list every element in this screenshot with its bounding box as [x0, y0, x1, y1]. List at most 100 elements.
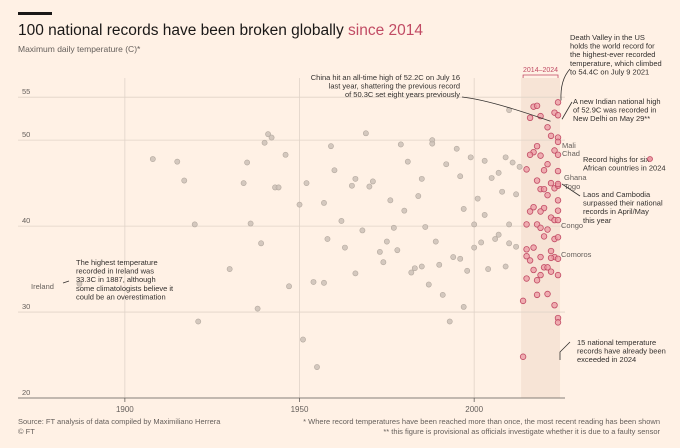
data-point-historic [181, 177, 188, 184]
y-tick-label: 50 [22, 130, 30, 139]
data-point-historic [446, 318, 453, 325]
data-point-recent [537, 271, 544, 279]
data-point-recent [537, 253, 544, 261]
data-point-historic [149, 156, 156, 162]
data-point-recent [544, 161, 551, 168]
data-point-historic [394, 247, 401, 254]
data-point-recent [526, 208, 534, 215]
data-point-historic [418, 263, 425, 270]
period-label: 2014–2024 [523, 67, 558, 74]
data-point-recent [533, 102, 541, 109]
data-point-recent [537, 208, 544, 215]
data-point-historic [191, 221, 198, 228]
data-point-historic [296, 201, 303, 208]
data-point-historic [408, 269, 415, 276]
data-point-historic [314, 364, 320, 370]
data-point-recent [526, 114, 534, 122]
data-point-historic [380, 259, 387, 266]
data-point-historic [247, 220, 254, 227]
data-point-recent [526, 151, 534, 158]
data-point-historic [387, 197, 394, 204]
data-point-historic [254, 305, 261, 312]
data-point-historic [401, 207, 408, 214]
data-point-historic [513, 243, 519, 250]
source-note: Source: FT analysis of data compiled by … [18, 417, 221, 426]
data-point-recent [547, 254, 555, 262]
data-point-historic [415, 193, 422, 199]
headline-main: 100 national records have been broken gl… [18, 22, 349, 39]
data-point-recent [554, 180, 562, 188]
data-point-historic [488, 175, 495, 181]
data-point-recent [554, 167, 562, 175]
laos-leader [561, 183, 581, 197]
data-point-historic [338, 218, 345, 224]
data-point-historic [226, 266, 233, 272]
point-label-togo: Togo [564, 182, 580, 191]
laos-annotation-line: Laos and Cambodia [583, 190, 651, 199]
data-point-historic [303, 180, 310, 187]
data-point-recent [554, 99, 562, 106]
data-point-historic [460, 303, 467, 310]
data-point-historic [324, 236, 331, 242]
data-point-historic [352, 175, 359, 182]
fifteen-leader [559, 341, 571, 360]
point-label-mali: Mali [562, 141, 576, 150]
x-tick-label: 1950 [291, 405, 309, 414]
laos-annotation-line: this year [583, 216, 612, 225]
data-point-historic [275, 184, 282, 191]
data-point-recent [551, 301, 558, 309]
data-point-historic [342, 244, 348, 251]
data-point-recent [523, 252, 530, 260]
data-point-recent [547, 268, 555, 275]
data-point-historic [513, 191, 519, 198]
data-point-historic [495, 231, 502, 238]
data-point-recent [544, 290, 551, 298]
point-label-ireland: Ireland [31, 282, 54, 291]
data-point-historic [502, 154, 509, 161]
point-label-chad: Chad [562, 149, 580, 158]
data-point-historic [195, 318, 202, 325]
china-leader [461, 96, 551, 122]
data-point-recent [554, 271, 562, 279]
chart-headline: 100 national records have been broken gl… [18, 22, 423, 40]
data-point-historic [474, 195, 481, 202]
x-tick-label: 2000 [465, 405, 483, 414]
data-point-recent [554, 234, 562, 241]
data-point-historic [478, 239, 485, 246]
africa-annotation-line: Record highs for six [583, 155, 650, 164]
data-point-historic [471, 244, 478, 251]
data-point-recent [554, 216, 562, 224]
china-annotation-line: China hit an all-time high of 52.2C on J… [311, 73, 460, 82]
data-point-recent [530, 203, 537, 211]
data-point-historic [404, 158, 411, 165]
data-point-historic [495, 169, 502, 176]
data-point-recent [540, 233, 548, 240]
china-annotation-line: of 50.3C set eight years previously [345, 90, 460, 99]
data-point-historic [76, 280, 83, 287]
data-point-historic [443, 161, 450, 168]
data-point-recent [533, 291, 541, 299]
fifteen-records-annotation-line: records have already been [577, 347, 666, 356]
data-point-historic [240, 180, 247, 187]
data-point-historic [467, 154, 474, 161]
data-point-recent [519, 353, 527, 360]
ireland-annotation-line: some climatologists believe it [76, 284, 174, 293]
data-point-historic [464, 267, 471, 274]
data-point-historic [383, 238, 390, 245]
data-point-historic [268, 134, 275, 141]
data-point-recent [533, 142, 541, 150]
data-point-historic [328, 143, 334, 150]
data-point-recent [544, 226, 551, 233]
ireland-annotation-line: The highest temperature [76, 258, 158, 267]
footer-notes: * Where record temperatures have been re… [303, 417, 660, 437]
data-point-recent [554, 197, 562, 204]
data-point-historic [502, 263, 509, 270]
fifteen-records-annotation-line: 15 national temperature [577, 338, 656, 347]
data-point-recent [544, 264, 551, 271]
death-valley-annotation-line: the highest-ever recorded [570, 50, 655, 59]
data-point-historic [261, 139, 268, 146]
data-point-historic [457, 173, 464, 180]
footnote-1: * Where record temperatures have been re… [303, 417, 660, 426]
data-point-historic [457, 255, 464, 262]
